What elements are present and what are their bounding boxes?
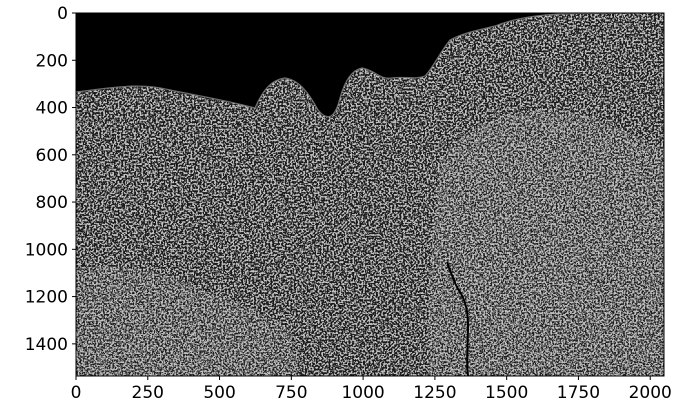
x-tick-label: 1500 bbox=[485, 383, 528, 403]
y-tick-label: 600 bbox=[36, 146, 68, 166]
y-tick-label: 800 bbox=[36, 193, 68, 213]
y-tick-label: 0 bbox=[57, 4, 68, 24]
x-tick-label: 750 bbox=[275, 383, 307, 403]
x-tick-label: 2000 bbox=[629, 383, 672, 403]
y-axis: 0 200 400 600 800 1000 1200 1400 bbox=[25, 4, 76, 355]
y-tick-label: 1200 bbox=[25, 288, 68, 308]
image-area bbox=[76, 13, 664, 376]
x-tick-label: 0 bbox=[71, 383, 82, 403]
y-tick-label: 400 bbox=[36, 99, 68, 119]
axes-frame bbox=[75, 12, 665, 377]
x-axis: 0 250 500 750 1000 1250 1500 1750 2000 bbox=[71, 376, 672, 403]
x-tick-label: 250 bbox=[132, 383, 164, 403]
y-tick-label: 200 bbox=[36, 51, 68, 71]
x-tick-label: 1750 bbox=[557, 383, 600, 403]
x-tick-label: 1250 bbox=[413, 383, 456, 403]
surface-edge bbox=[76, 13, 664, 118]
x-tick-label: 500 bbox=[203, 383, 235, 403]
lower-left-region bbox=[76, 266, 300, 376]
x-tick-label: 1000 bbox=[341, 383, 384, 403]
dermis-region bbox=[428, 109, 664, 376]
y-tick-label: 1400 bbox=[25, 335, 68, 355]
dark-fissure bbox=[446, 261, 470, 376]
y-tick-label: 1000 bbox=[25, 240, 68, 260]
